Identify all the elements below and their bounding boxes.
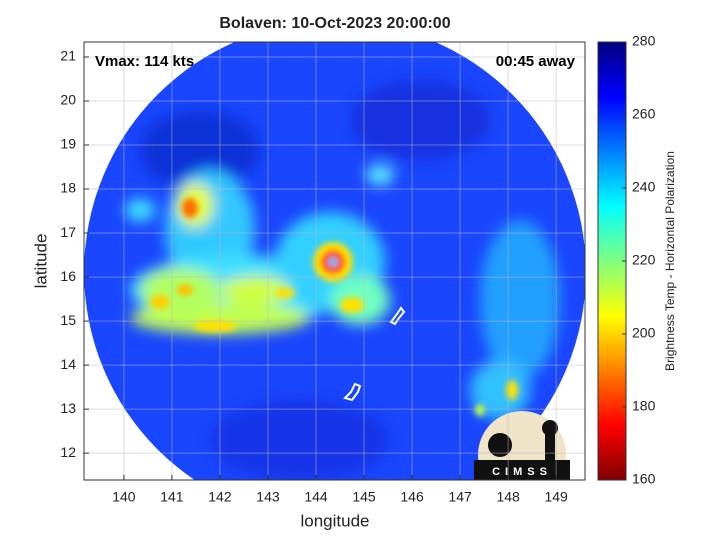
x-tick-label: 140 xyxy=(112,489,136,505)
colorbar-tick-label: 160 xyxy=(632,471,656,487)
chart-title: Bolaven: 10-Oct-2023 20:00:00 xyxy=(219,15,450,32)
y-tick-label: 17 xyxy=(60,224,76,240)
colorbar-tick-label: 200 xyxy=(632,325,656,341)
grid xyxy=(84,42,585,480)
y-tick-label: 18 xyxy=(60,180,76,196)
x-tick-label: 147 xyxy=(448,489,472,505)
x-tick-label: 143 xyxy=(256,489,280,505)
colorbar xyxy=(597,41,627,481)
y-tick-label: 12 xyxy=(60,444,76,460)
colorbar-label: Brightness Temp - Horizontal Polarizatio… xyxy=(663,151,677,371)
colorbar-tick-label: 260 xyxy=(632,106,656,122)
colorbar-tick-label: 180 xyxy=(632,398,656,414)
time-annotation: 00:45 away xyxy=(496,53,576,70)
x-tick-label: 142 xyxy=(208,489,232,505)
x-tick-label: 149 xyxy=(544,489,568,505)
y-tick-label: 20 xyxy=(60,92,76,108)
colorbar-tick-label: 240 xyxy=(632,179,656,195)
satellite-image: CIMSS xyxy=(84,42,585,480)
x-axis-label: longitude xyxy=(300,511,369,530)
y-tick-label: 15 xyxy=(60,312,76,328)
vmax-annotation: Vmax: 114 kts xyxy=(95,53,194,70)
x-tick-label: 145 xyxy=(352,489,376,505)
y-tick-label: 13 xyxy=(60,400,76,416)
x-tick-label: 146 xyxy=(400,489,424,505)
logo: CIMSS xyxy=(474,411,570,480)
colorbar-tick-label: 220 xyxy=(632,252,656,268)
y-tick-label: 14 xyxy=(60,356,76,372)
y-tick-label: 16 xyxy=(60,268,76,284)
logo-text: CIMSS xyxy=(492,466,552,478)
x-tick-label: 148 xyxy=(496,489,520,505)
y-axis-label: latitude xyxy=(31,234,50,289)
y-tick-label: 19 xyxy=(60,136,76,152)
plot-border xyxy=(83,41,586,481)
y-tick-label: 21 xyxy=(60,48,76,64)
colorbar-tick-label: 280 xyxy=(632,33,656,49)
x-tick-label: 144 xyxy=(304,489,328,505)
x-tick-label: 141 xyxy=(160,489,184,505)
